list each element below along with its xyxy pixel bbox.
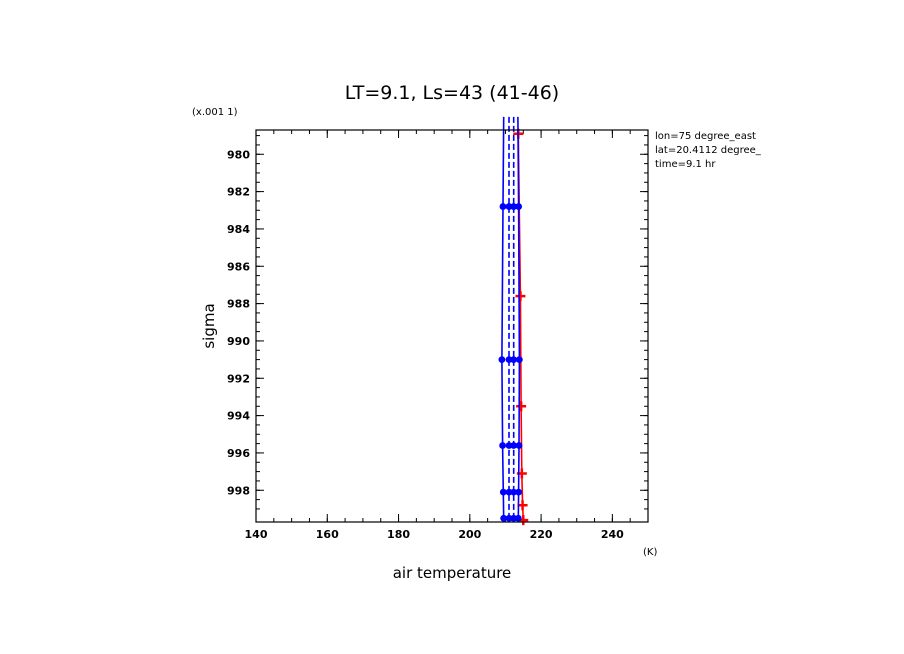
y-axis-label: sigma bbox=[200, 303, 218, 348]
series-point-1 bbox=[498, 356, 506, 363]
axis-ticks: 140 160 180 200 220 240 980 982 984 986 988 990 992 9… bbox=[227, 130, 649, 541]
series-point-0 bbox=[515, 291, 526, 302]
info-lat: lat=20.4112 degree_ bbox=[655, 145, 762, 156]
x-tick-label: 160 bbox=[316, 528, 339, 541]
y-tick-label: 996 bbox=[227, 447, 250, 460]
y-tick-label: 994 bbox=[227, 410, 250, 423]
plot-frame bbox=[255, 129, 649, 523]
y-scale-note: (x.001 1) bbox=[192, 107, 238, 118]
series-line-4 bbox=[517, 116, 521, 519]
x-tick-label: 220 bbox=[530, 528, 553, 541]
info-time: time=9.1 hr bbox=[655, 159, 716, 170]
series-point-4 bbox=[514, 514, 522, 522]
series-point-3 bbox=[510, 203, 518, 210]
series-point-1 bbox=[499, 442, 507, 449]
x-tick-label: 200 bbox=[458, 528, 481, 541]
data-series bbox=[498, 116, 529, 526]
series-point-4 bbox=[515, 356, 523, 363]
series-point-3 bbox=[510, 442, 518, 449]
x-axis-label: air temperature bbox=[393, 564, 512, 582]
y-tick-label: 986 bbox=[227, 260, 250, 273]
series-point-1 bbox=[500, 514, 508, 522]
series-point-4 bbox=[515, 488, 523, 496]
series-point-3 bbox=[510, 488, 518, 496]
y-tick-label: 988 bbox=[227, 298, 250, 311]
info-lon: lon=75 degree_east bbox=[655, 131, 756, 142]
series-point-1 bbox=[499, 203, 507, 210]
x-tick-label: 140 bbox=[245, 528, 268, 541]
y-tick-label: 984 bbox=[227, 223, 250, 236]
y-tick-label: 982 bbox=[227, 186, 250, 199]
x-axis-units: (K) bbox=[643, 547, 657, 558]
y-tick-label: 990 bbox=[227, 335, 250, 348]
y-tick-label: 992 bbox=[227, 372, 250, 385]
series-point-1 bbox=[499, 488, 507, 496]
x-tick-label: 240 bbox=[601, 528, 624, 541]
series-point-4 bbox=[515, 203, 523, 210]
series-point-3 bbox=[510, 356, 518, 363]
series-line-1 bbox=[501, 116, 505, 519]
series-point-4 bbox=[515, 442, 523, 449]
y-tick-label: 980 bbox=[227, 148, 250, 161]
x-tick-label: 180 bbox=[387, 528, 410, 541]
series-point-0 bbox=[516, 401, 527, 412]
chart-title: LT=9.1, Ls=43 (41-46) bbox=[345, 82, 559, 104]
y-tick-label: 998 bbox=[227, 484, 250, 497]
